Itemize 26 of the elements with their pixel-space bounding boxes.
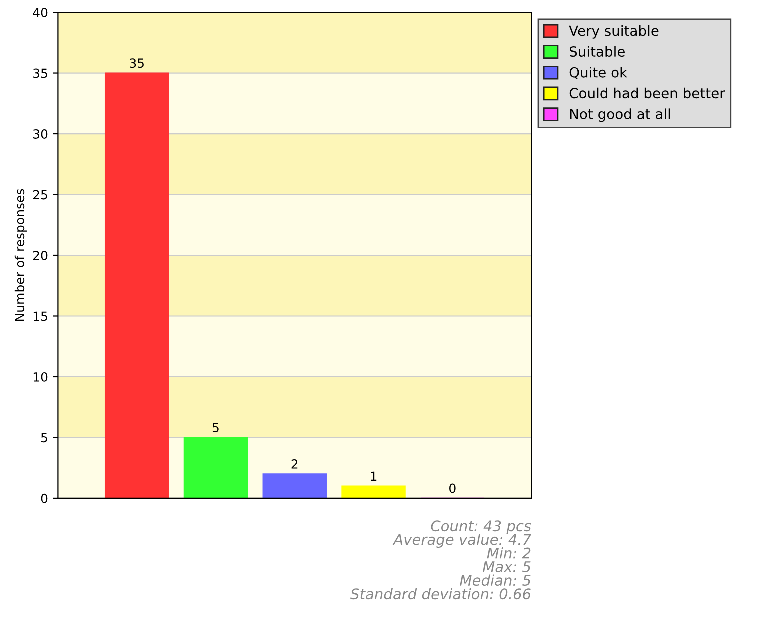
- legend-label: Suitable: [570, 46, 625, 58]
- legend-label: Could had been better: [570, 88, 726, 99]
- legend-label: Quite ok: [570, 67, 628, 80]
- y-tick-label: 5: [41, 433, 48, 443]
- text: Average value: 4.7: [392, 534, 532, 548]
- y-tick-label: 40: [33, 8, 48, 18]
- text: Min: 2: [487, 548, 531, 559]
- y-tick-label: 25: [33, 190, 48, 200]
- legend-label: Very suitable: [569, 25, 659, 39]
- y-tick-label: 0: [41, 494, 48, 504]
- y-tick-label: 30: [34, 129, 48, 139]
- text: Count: 43 pcs: [431, 520, 532, 534]
- data-label: 35: [130, 58, 144, 68]
- y-tick-label: 20: [33, 250, 48, 260]
- text: Max: 5: [482, 562, 531, 572]
- text: Standard deviation: 0.66: [350, 588, 531, 600]
- legend-label: Not good at all: [570, 108, 670, 122]
- data-label: 0: [450, 484, 456, 494]
- y-tick-label: 10: [34, 372, 48, 382]
- data-label: 2: [292, 460, 298, 469]
- y-tick-label: 15: [34, 312, 48, 322]
- text: Median: 5: [460, 574, 531, 586]
- data-label: 5: [212, 423, 219, 433]
- y-axis-title: Number of responses: [14, 189, 28, 322]
- data-label: 1: [371, 472, 377, 481]
- y-tick-label: 35: [34, 68, 48, 78]
